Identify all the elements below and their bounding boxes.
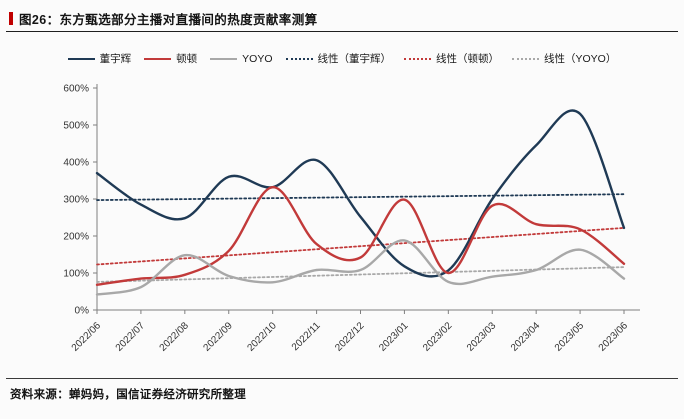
y-tick-label: 500% [63,121,89,132]
legend-swatch-dundun [144,57,172,60]
x-tick-label: 2023/05 [553,320,587,354]
figure-title-row: 图26：东方甄选部分主播对直播间的热度贡献率测算 [9,9,318,28]
y-tick-label: 300% [63,195,89,206]
x-tick-label: 2022/07 [114,320,148,354]
chart-area: 0% 100% 200% 300% 400% 500% 600% 2022/06 2022/07… [0,72,684,377]
x-tick-label: 2023/02 [421,320,455,354]
legend-swatch-dongyuhui [67,57,95,60]
source-note: 资料来源：蝉妈妈，国信证券经济研究所整理 [10,389,246,401]
x-tick-label: 2023/03 [465,320,499,354]
legend-label-dongyuhui: 董宇辉 [99,53,132,65]
legend-swatch-yoyo [210,57,238,60]
series-trend-dongyuhui [96,193,625,201]
x-tick-label: 2022/11 [290,320,323,353]
legend-item-trend-dongyuhui: 线性（董宇辉） [285,51,392,66]
x-tick-label: 2022/08 [158,320,192,354]
chart-legend: 董宇辉 顿顿 YOYO 线性（董宇辉） 线性（顿顿） 线性（YOYO） [0,51,684,66]
title-accent-bar [9,12,13,25]
y-tick-label: 200% [63,232,89,243]
legend-label-dundun: 顿顿 [176,53,198,65]
x-tick-label: 2022/09 [202,320,236,354]
x-tick-label: 2022/10 [245,320,279,354]
series-yoyo [95,239,626,296]
top-divider [6,31,678,32]
y-tick-label: 100% [63,269,89,280]
legend-item-yoyo: YOYO [210,52,273,65]
legend-label-trend-dundun: 线性（顿顿） [436,53,499,65]
line-chart: 0% 100% 200% 300% 400% 500% 600% 2022/06 2022/07… [63,84,640,354]
legend-item-dundun: 顿顿 [144,51,197,66]
x-tick-label: 2022/12 [333,320,367,354]
series-trend-dundun [96,227,625,266]
series-dongyuhui [95,109,626,278]
legend-swatch-trend-dundun [404,57,431,60]
x-tick-label: 2023/06 [597,320,631,354]
x-tick-label: 2023/04 [509,320,543,354]
x-tick-label: 2022/06 [70,320,104,354]
y-tick-label: 0% [75,306,90,317]
bottom-divider [6,378,678,379]
legend-swatch-trend-dongyuhui [285,57,313,60]
x-tick-label: 2023/01 [377,320,411,354]
legend-label-yoyo: YOYO [242,52,273,65]
y-tick-label: 400% [63,158,89,169]
legend-item-trend-yoyo: 线性（YOYO） [512,51,616,66]
legend-swatch-trend-yoyo [512,57,539,60]
series-dundun [95,186,626,286]
figure-title: 图26：东方甄选部分主播对直播间的热度贡献率测算 [19,13,318,27]
legend-label-trend-yoyo: 线性（YOYO） [544,53,617,65]
legend-item-trend-dundun: 线性（顿顿） [404,51,499,66]
y-tick-label: 600% [63,84,89,95]
legend-label-trend-dongyuhui: 线性（董宇辉） [317,53,392,65]
legend-item-dongyuhui: 董宇辉 [67,51,132,66]
